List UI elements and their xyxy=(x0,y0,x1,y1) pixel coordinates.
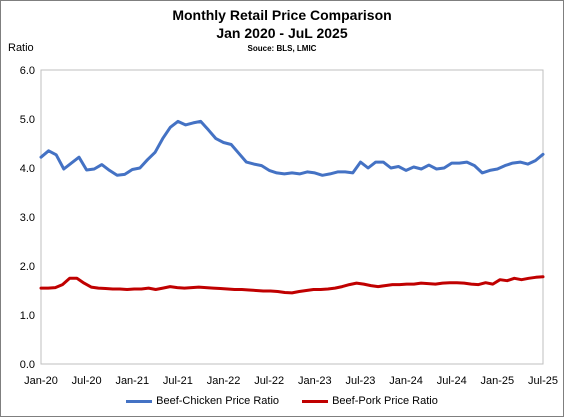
series-line-beef-pork xyxy=(39,275,545,295)
legend-swatch-beef-pork xyxy=(302,399,329,403)
x-tick-label: Jan-25 xyxy=(481,375,515,387)
x-tick-label: Jan-23 xyxy=(298,375,332,387)
x-tick-label: Jan-21 xyxy=(115,375,149,387)
legend-label-beef-chicken: Beef-Chicken Price Ratio xyxy=(156,395,280,407)
y-tick-label: 3.0 xyxy=(20,212,35,224)
x-tick-label: Jul-21 xyxy=(163,375,193,387)
chart-title: Monthly Retail Price Comparison xyxy=(172,7,392,23)
x-tick-label: Jan-22 xyxy=(207,375,241,387)
y-tick-label: 0.0 xyxy=(20,359,35,371)
chart-subtitle: Jan 2020 - JuL 2025 xyxy=(216,25,348,41)
x-tick-label: Jul-25 xyxy=(528,375,558,387)
legend: Beef-Chicken Price Ratio Beef-Pork Price… xyxy=(0,395,564,407)
x-tick-label: Jan-24 xyxy=(389,375,423,387)
y-tick-label: 1.0 xyxy=(20,310,35,322)
legend-item-beef-chicken: Beef-Chicken Price Ratio xyxy=(126,395,279,407)
legend-label-beef-pork: Beef-Pork Price Ratio xyxy=(332,395,438,407)
y-axis-label: Ratio xyxy=(8,42,34,54)
series-line-beef-chicken xyxy=(39,119,545,177)
y-tick-label: 2.0 xyxy=(20,261,35,273)
y-tick-label: 5.0 xyxy=(20,114,35,126)
x-tick-label: Jul-24 xyxy=(437,375,467,387)
legend-item-beef-pork: Beef-Pork Price Ratio xyxy=(302,395,438,407)
plot-area xyxy=(40,69,544,365)
x-tick-label: Jan-20 xyxy=(24,375,58,387)
x-tick-label: Jul-20 xyxy=(72,375,102,387)
x-tick-label: Jul-23 xyxy=(345,375,375,387)
legend-swatch-beef-chicken xyxy=(126,399,153,403)
x-tick-label: Jul-22 xyxy=(254,375,284,387)
y-tick-label: 4.0 xyxy=(20,163,35,175)
y-tick-label: 6.0 xyxy=(20,65,35,77)
chart-source: Souce: BLS, LMIC xyxy=(247,44,317,53)
